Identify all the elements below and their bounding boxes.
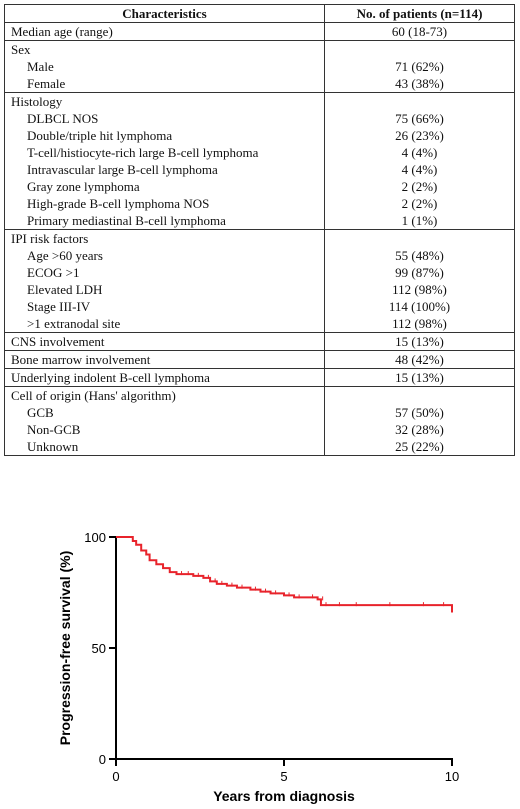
table-row: Median age (range) 60 (18-73): [4, 22, 515, 41]
row-value: 15 (13%): [324, 332, 515, 351]
x-tick-label: 5: [280, 769, 287, 784]
x-tick-label: 0: [112, 769, 119, 784]
row-label: Median age (range): [4, 22, 325, 41]
x-tick-label: 10: [445, 769, 459, 784]
row-label: Non-GCB: [4, 421, 325, 438]
table-row: >1 extranodal site 112 (98%): [4, 315, 515, 333]
row-label: Sex: [4, 40, 325, 58]
row-value: [324, 386, 515, 404]
progression-free-survival-chart: 0 50 100 0 5 10 Years from diagnosis Progressio…: [40, 515, 515, 805]
row-label: High-grade B-cell lymphoma NOS: [4, 195, 325, 212]
table-row: Gray zone lymphoma 2 (2%): [4, 178, 515, 195]
row-label: Gray zone lymphoma: [4, 178, 325, 195]
row-value: 4 (4%): [324, 144, 515, 161]
table-row: Histology: [4, 92, 515, 110]
table-row: Cell of origin (Hans' algorithm): [4, 386, 515, 404]
characteristics-table-container: Characteristics No. of patients (n=114) …: [4, 4, 515, 456]
characteristics-table: Characteristics No. of patients (n=114) …: [4, 4, 515, 456]
row-label: Age >60 years: [4, 247, 325, 264]
table-header-row: Characteristics No. of patients (n=114): [4, 4, 515, 23]
survival-curve: [116, 536, 453, 613]
row-label: Unknown: [4, 438, 325, 456]
row-value: 114 (100%): [324, 298, 515, 315]
row-value: 99 (87%): [324, 264, 515, 281]
row-value: 57 (50%): [324, 404, 515, 421]
row-label: Bone marrow involvement: [4, 350, 325, 369]
km-plot: 0 50 100 0 5 10 Years from diagnosis Progressio…: [57, 530, 459, 804]
y-tick-label: 100: [84, 530, 106, 545]
row-value: 71 (62%): [324, 58, 515, 75]
table-row: Male 71 (62%): [4, 58, 515, 75]
row-value: 55 (48%): [324, 247, 515, 264]
row-value: 112 (98%): [324, 281, 515, 298]
row-value: 75 (66%): [324, 110, 515, 127]
row-label: IPI risk factors: [4, 229, 325, 247]
row-value: [324, 229, 515, 247]
row-value: 2 (2%): [324, 195, 515, 212]
row-value: 48 (42%): [324, 350, 515, 369]
table-row: IPI risk factors: [4, 229, 515, 247]
row-label: Female: [4, 75, 325, 93]
table-row: Bone marrow involvement 48 (42%): [4, 350, 515, 369]
row-value: 43 (38%): [324, 75, 515, 93]
row-label: Stage III-IV: [4, 298, 325, 315]
header-characteristics: Characteristics: [4, 4, 325, 23]
table-body: Median age (range) 60 (18-73) Sex Male 71 (6…: [4, 22, 515, 456]
table-row: GCB 57 (50%): [4, 404, 515, 421]
table-row: DLBCL NOS 75 (66%): [4, 110, 515, 127]
table-row: Female 43 (38%): [4, 75, 515, 93]
table-row: Stage III-IV 114 (100%): [4, 298, 515, 315]
row-value: 32 (28%): [324, 421, 515, 438]
table-row: ECOG >1 99 (87%): [4, 264, 515, 281]
table-row: Elevated LDH 112 (98%): [4, 281, 515, 298]
row-label: T-cell/histiocyte-rich large B-cell lymp…: [4, 144, 325, 161]
row-label: Male: [4, 58, 325, 75]
y-axis-label: Progression-free survival (%): [57, 551, 73, 746]
table-row: Underlying indolent B-cell lymphoma 15 (1…: [4, 368, 515, 387]
row-label: Primary mediastinal B-cell lymphoma: [4, 212, 325, 230]
row-value: 4 (4%): [324, 161, 515, 178]
row-label: Cell of origin (Hans' algorithm): [4, 386, 325, 404]
row-label: Underlying indolent B-cell lymphoma: [4, 368, 325, 387]
row-label: Histology: [4, 92, 325, 110]
table-row: CNS involvement 15 (13%): [4, 332, 515, 351]
row-value: 15 (13%): [324, 368, 515, 387]
table-row: Intravascular large B-cell lymphoma 4 (4%…: [4, 161, 515, 178]
y-tick-label: 0: [99, 752, 106, 767]
y-tick-label: 50: [92, 641, 106, 656]
table-row: T-cell/histiocyte-rich large B-cell lymp…: [4, 144, 515, 161]
row-value: 26 (23%): [324, 127, 515, 144]
table-row: Unknown 25 (22%): [4, 438, 515, 456]
row-value: 25 (22%): [324, 438, 515, 456]
row-label: DLBCL NOS: [4, 110, 325, 127]
row-label: Intravascular large B-cell lymphoma: [4, 161, 325, 178]
row-value: 1 (1%): [324, 212, 515, 230]
row-label: Elevated LDH: [4, 281, 325, 298]
row-value: [324, 92, 515, 110]
row-value: 60 (18-73): [324, 22, 515, 41]
table-row: High-grade B-cell lymphoma NOS 2 (2%): [4, 195, 515, 212]
table-row: Sex: [4, 40, 515, 58]
row-value: 112 (98%): [324, 315, 515, 333]
row-label: CNS involvement: [4, 332, 325, 351]
table-row: Age >60 years 55 (48%): [4, 247, 515, 264]
row-value: 2 (2%): [324, 178, 515, 195]
table-row: Non-GCB 32 (28%): [4, 421, 515, 438]
row-label: >1 extranodal site: [4, 315, 325, 333]
row-value: [324, 40, 515, 58]
row-label: Double/triple hit lymphoma: [4, 127, 325, 144]
header-patients: No. of patients (n=114): [324, 4, 515, 23]
row-label: ECOG >1: [4, 264, 325, 281]
table-row: Primary mediastinal B-cell lymphoma 1 (1%…: [4, 212, 515, 230]
table-row: Double/triple hit lymphoma 26 (23%): [4, 127, 515, 144]
row-label: GCB: [4, 404, 325, 421]
x-axis-label: Years from diagnosis: [213, 788, 355, 804]
